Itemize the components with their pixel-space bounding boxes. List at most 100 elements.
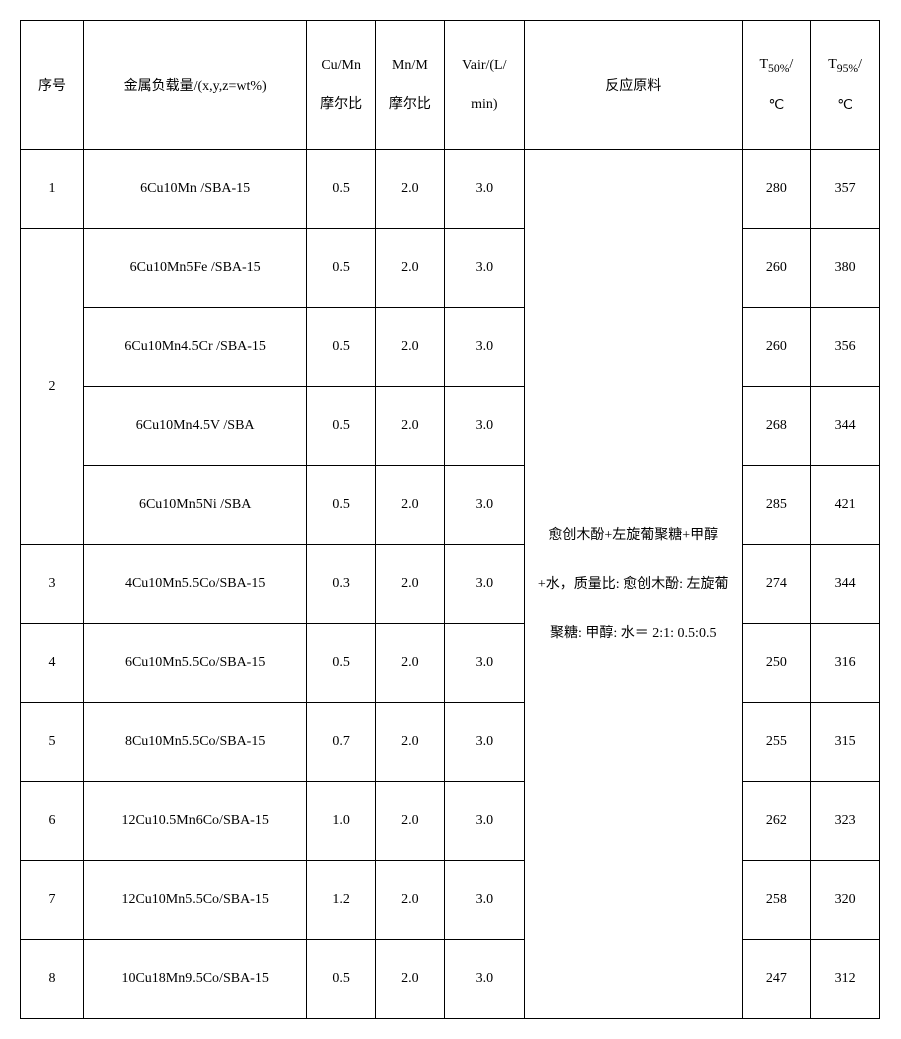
cell-load: 6Cu10Mn4.5V /SBA — [83, 387, 306, 466]
cell-mnm: 2.0 — [376, 940, 445, 1019]
cell-t95: 344 — [811, 387, 880, 466]
table-row: 3 4Cu10Mn5.5Co/SBA-15 0.3 2.0 3.0 274 34… — [21, 545, 880, 624]
cell-vair: 3.0 — [444, 387, 524, 466]
cell-vair: 3.0 — [444, 782, 524, 861]
cell-seq: 6 — [21, 782, 84, 861]
cell-t95: 344 — [811, 545, 880, 624]
header-material: 反应原料 — [524, 21, 742, 150]
cell-t95: 357 — [811, 150, 880, 229]
cell-mnm: 2.0 — [376, 545, 445, 624]
cell-seq: 2 — [21, 229, 84, 545]
header-mnm: Mn/M 摩尔比 — [376, 21, 445, 150]
cell-seq: 1 — [21, 150, 84, 229]
cell-t50: 274 — [742, 545, 811, 624]
cell-t50: 260 — [742, 229, 811, 308]
cell-vair: 3.0 — [444, 466, 524, 545]
table-row: 1 6Cu10Mn /SBA-15 0.5 2.0 3.0 愈创木酚+左旋葡聚糖… — [21, 150, 880, 229]
header-t95-suffix: / — [858, 57, 862, 72]
header-t50-top: T — [759, 57, 768, 72]
cell-t50: 285 — [742, 466, 811, 545]
data-table: 序号 金属负载量/(x,y,z=wt%) Cu/Mn 摩尔比 Mn/M 摩尔比 … — [20, 20, 880, 1019]
cell-load: 6Cu10Mn5Fe /SBA-15 — [83, 229, 306, 308]
header-t50-sub: 50% — [768, 62, 789, 75]
cell-t95: 315 — [811, 703, 880, 782]
table-header-row: 序号 金属负载量/(x,y,z=wt%) Cu/Mn 摩尔比 Mn/M 摩尔比 … — [21, 21, 880, 150]
header-mnm-top: Mn/M — [392, 58, 428, 73]
table-row: 2 6Cu10Mn5Fe /SBA-15 0.5 2.0 3.0 260 380 — [21, 229, 880, 308]
header-vair-top: Vair/(L/ — [462, 58, 506, 73]
cell-cumn: 0.5 — [307, 387, 376, 466]
cell-t50: 247 — [742, 940, 811, 1019]
cell-seq: 3 — [21, 545, 84, 624]
cell-load: 6Cu10Mn5.5Co/SBA-15 — [83, 624, 306, 703]
cell-t50: 250 — [742, 624, 811, 703]
header-seq: 序号 — [21, 21, 84, 150]
header-cumn-top: Cu/Mn — [321, 58, 361, 73]
header-t50-bot: ℃ — [769, 98, 785, 113]
cell-vair: 3.0 — [444, 229, 524, 308]
cell-t95: 421 — [811, 466, 880, 545]
cell-vair: 3.0 — [444, 624, 524, 703]
cell-cumn: 0.5 — [307, 229, 376, 308]
table-row: 4 6Cu10Mn5.5Co/SBA-15 0.5 2.0 3.0 250 31… — [21, 624, 880, 703]
header-t95: T95%/ ℃ — [811, 21, 880, 150]
cell-t95: 356 — [811, 308, 880, 387]
header-load: 金属负载量/(x,y,z=wt%) — [83, 21, 306, 150]
cell-cumn: 1.2 — [307, 861, 376, 940]
header-t95-top: T — [828, 57, 837, 72]
cell-t95: 320 — [811, 861, 880, 940]
cell-t95: 380 — [811, 229, 880, 308]
header-vair-bot: min) — [471, 97, 497, 112]
cell-t50: 262 — [742, 782, 811, 861]
table-row: 6Cu10Mn5Ni /SBA 0.5 2.0 3.0 285 421 — [21, 466, 880, 545]
cell-mnm: 2.0 — [376, 782, 445, 861]
cell-seq: 4 — [21, 624, 84, 703]
cell-load: 6Cu10Mn5Ni /SBA — [83, 466, 306, 545]
cell-load: 8Cu10Mn5.5Co/SBA-15 — [83, 703, 306, 782]
cell-seq: 7 — [21, 861, 84, 940]
cell-vair: 3.0 — [444, 940, 524, 1019]
cell-mnm: 2.0 — [376, 624, 445, 703]
cell-mnm: 2.0 — [376, 229, 445, 308]
cell-cumn: 0.5 — [307, 624, 376, 703]
cell-seq: 8 — [21, 940, 84, 1019]
cell-mnm: 2.0 — [376, 308, 445, 387]
header-mnm-bot: 摩尔比 — [389, 97, 431, 112]
header-cumn-bot: 摩尔比 — [320, 97, 362, 112]
cell-mnm: 2.0 — [376, 150, 445, 229]
table-row: 6Cu10Mn4.5Cr /SBA-15 0.5 2.0 3.0 260 356 — [21, 308, 880, 387]
cell-t95: 323 — [811, 782, 880, 861]
cell-t95: 312 — [811, 940, 880, 1019]
table-row: 7 12Cu10Mn5.5Co/SBA-15 1.2 2.0 3.0 258 3… — [21, 861, 880, 940]
cell-load: 6Cu10Mn /SBA-15 — [83, 150, 306, 229]
header-t50-suffix: / — [789, 57, 793, 72]
table-row: 8 10Cu18Mn9.5Co/SBA-15 0.5 2.0 3.0 247 3… — [21, 940, 880, 1019]
cell-material: 愈创木酚+左旋葡聚糖+甲醇+水，质量比: 愈创木酚: 左旋葡聚糖: 甲醇: 水＝… — [524, 150, 742, 1019]
cell-t50: 280 — [742, 150, 811, 229]
header-cumn: Cu/Mn 摩尔比 — [307, 21, 376, 150]
cell-load: 10Cu18Mn9.5Co/SBA-15 — [83, 940, 306, 1019]
cell-t50: 255 — [742, 703, 811, 782]
cell-t50: 260 — [742, 308, 811, 387]
cell-vair: 3.0 — [444, 308, 524, 387]
cell-mnm: 2.0 — [376, 861, 445, 940]
cell-mnm: 2.0 — [376, 387, 445, 466]
cell-load: 4Cu10Mn5.5Co/SBA-15 — [83, 545, 306, 624]
cell-cumn: 0.5 — [307, 466, 376, 545]
cell-cumn: 0.5 — [307, 308, 376, 387]
table-row: 6 12Cu10.5Mn6Co/SBA-15 1.0 2.0 3.0 262 3… — [21, 782, 880, 861]
cell-cumn: 0.5 — [307, 150, 376, 229]
cell-cumn: 0.5 — [307, 940, 376, 1019]
cell-vair: 3.0 — [444, 861, 524, 940]
cell-vair: 3.0 — [444, 545, 524, 624]
cell-t95: 316 — [811, 624, 880, 703]
cell-seq: 5 — [21, 703, 84, 782]
cell-t50: 268 — [742, 387, 811, 466]
header-t95-sub: 95% — [837, 62, 858, 75]
cell-load: 12Cu10Mn5.5Co/SBA-15 — [83, 861, 306, 940]
header-t95-bot: ℃ — [837, 98, 853, 113]
cell-cumn: 1.0 — [307, 782, 376, 861]
table-row: 6Cu10Mn4.5V /SBA 0.5 2.0 3.0 268 344 — [21, 387, 880, 466]
cell-vair: 3.0 — [444, 150, 524, 229]
cell-mnm: 2.0 — [376, 466, 445, 545]
